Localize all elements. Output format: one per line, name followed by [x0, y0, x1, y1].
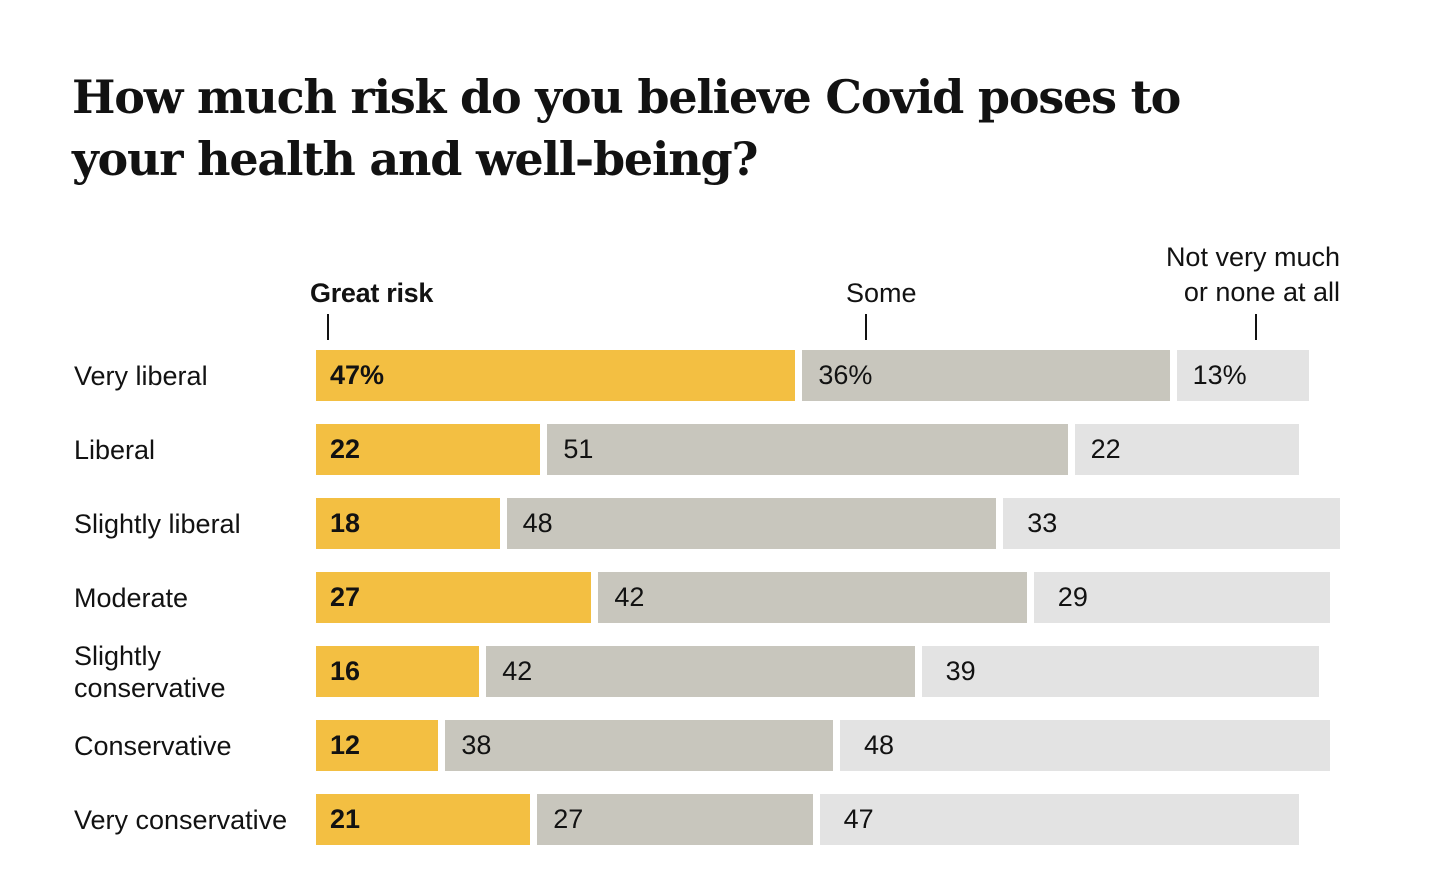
- bar-value-label: 47: [843, 804, 874, 834]
- column-tick-some: [865, 314, 867, 340]
- bar-value-label: 48: [864, 730, 895, 760]
- bar-value-label: 13%: [1192, 360, 1247, 390]
- bar-value-label: 22: [1090, 434, 1121, 464]
- bar-some: 48: [506, 498, 997, 549]
- bar-some: 51: [547, 424, 1068, 475]
- bar-some: 27: [537, 794, 813, 845]
- row-label-line: Slightly: [74, 640, 162, 671]
- bar-value-label: 42: [614, 582, 645, 612]
- column-header-none: Not very much or none at all: [1100, 240, 1340, 310]
- bar-value-label: 16: [330, 656, 361, 686]
- bar-none: 22: [1074, 424, 1299, 475]
- row-label-line: Moderate: [74, 582, 189, 613]
- row-label-line: Very conservative: [74, 804, 288, 835]
- bar-value-label: 12: [330, 730, 361, 760]
- column-header-great-risk: Great risk: [310, 278, 434, 308]
- bar-great-risk: 18: [316, 498, 500, 549]
- bar-value-label: 47%: [330, 360, 385, 390]
- row-label: Very liberal: [74, 360, 310, 392]
- bar-value-label: 29: [1057, 582, 1088, 612]
- column-tick-none: [1255, 314, 1257, 340]
- row-label-line: Slightly liberal: [74, 508, 241, 539]
- row-label: Conservative: [74, 730, 310, 762]
- bar-great-risk: 47%: [316, 350, 796, 401]
- bar-value-label: 51: [563, 434, 594, 464]
- bar-none: 39: [921, 646, 1320, 697]
- row-label: Liberal: [74, 434, 310, 466]
- bar-some: 38: [445, 720, 833, 771]
- bar-value-label: 21: [330, 804, 361, 834]
- chart-title: How much risk do you believe Covid poses…: [72, 70, 1181, 186]
- row-label-line: Liberal: [74, 434, 156, 465]
- bar-some: 42: [486, 646, 915, 697]
- bar-value-label: 18: [330, 508, 361, 538]
- column-tick-great-risk: [327, 314, 329, 340]
- bar-great-risk: 22: [316, 424, 541, 475]
- column-header-some: Some: [846, 278, 917, 308]
- bar-value-label: 33: [1027, 508, 1058, 538]
- bar-none: 48: [840, 720, 1330, 771]
- row-label: Very conservative: [74, 804, 310, 836]
- row-label-line: Conservative: [74, 730, 232, 761]
- bar-value-label: 36%: [818, 360, 873, 390]
- bar-none: 13%: [1176, 350, 1310, 401]
- row-label-line: conservative: [74, 672, 226, 703]
- bar-value-label: 38: [461, 730, 492, 760]
- bar-value-label: 39: [945, 656, 976, 686]
- row-label-line: Very liberal: [74, 360, 208, 391]
- bar-value-label: 48: [522, 508, 553, 538]
- bar-great-risk: 21: [316, 794, 531, 845]
- bar-great-risk: 27: [316, 572, 592, 623]
- column-header-none-line1: Not very much: [1165, 242, 1340, 272]
- bar-value-label: 22: [330, 434, 361, 464]
- bar-none: 47: [819, 794, 1299, 845]
- bar-value-label: 27: [553, 804, 584, 834]
- bar-value-label: 42: [502, 656, 533, 686]
- bar-great-risk: 12: [316, 720, 439, 771]
- column-header-none-line2: or none at all: [1183, 277, 1340, 307]
- row-label: Slightly liberal: [74, 508, 310, 540]
- bar-value-label: 27: [330, 582, 361, 612]
- bar-none: 33: [1003, 498, 1340, 549]
- row-label: Slightly conservative: [74, 640, 310, 704]
- bar-great-risk: 16: [316, 646, 480, 697]
- bar-none: 29: [1033, 572, 1330, 623]
- bar-some: 36%: [802, 350, 1170, 401]
- row-label: Moderate: [74, 582, 310, 614]
- bar-some: 42: [598, 572, 1027, 623]
